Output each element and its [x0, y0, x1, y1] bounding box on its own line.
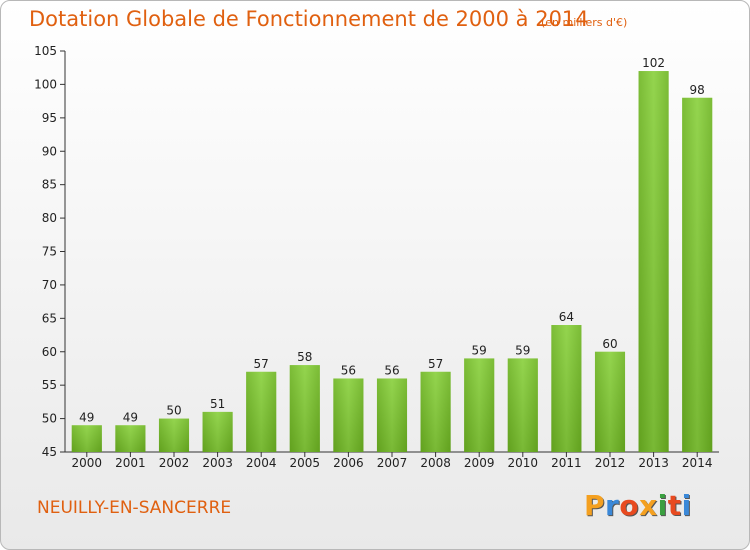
logo-letter: x — [639, 489, 658, 522]
chart-title: Dotation Globale de Fonctionnement de 20… — [29, 7, 589, 31]
axes: 45 50 55 60 65 70 75 80 85 90 95 100 105 2000 2001 2002… — [34, 44, 719, 470]
proxiti-logo: Proxiti — [584, 489, 692, 522]
x-tick-label: 2008 — [420, 456, 451, 470]
data-label: 59 — [515, 343, 530, 357]
bar-shade — [115, 425, 146, 452]
commune-name: NEUILLY-EN-SANCERRE — [37, 498, 232, 518]
y-tick-label: 105 — [34, 44, 57, 58]
x-tick-label: 2003 — [202, 456, 233, 470]
y-tick-label: 85 — [42, 178, 57, 192]
x-tick-label: 2004 — [246, 456, 277, 470]
data-label: 57 — [428, 357, 443, 371]
y-tick-label: 95 — [42, 111, 57, 125]
bar-shade — [594, 351, 626, 452]
x-tick-label: 2006 — [333, 456, 364, 470]
y-tick-label: 70 — [42, 278, 57, 292]
x-tick-label: 2009 — [464, 456, 495, 470]
y-tick-label: 100 — [34, 77, 57, 91]
x-tick-label: 2014 — [682, 456, 713, 470]
bar-shade — [289, 365, 320, 452]
data-label: 49 — [79, 410, 94, 424]
y-tick-label: 75 — [42, 245, 57, 259]
data-label: 59 — [472, 343, 487, 357]
y-tick-label: 65 — [42, 311, 57, 325]
x-tick-label: 2000 — [72, 456, 103, 470]
logo-letter: r — [605, 489, 620, 522]
bar-shade — [638, 71, 669, 453]
x-tick-label: 2001 — [115, 456, 146, 470]
x-tick-label: 2002 — [159, 456, 190, 470]
y-tick-label: 60 — [42, 345, 57, 359]
bar-shade — [507, 358, 538, 452]
bar-shade — [158, 418, 190, 452]
bar-shade — [420, 371, 451, 452]
y-tick-label: 55 — [42, 378, 57, 392]
x-tick-label: 2010 — [508, 456, 539, 470]
data-label: 60 — [602, 337, 617, 351]
chart-subtitle: (en milliers d'€) — [541, 16, 628, 29]
data-label: 98 — [690, 83, 705, 97]
y-tick-label: 45 — [42, 445, 57, 459]
data-label: 51 — [210, 397, 225, 411]
data-label: 50 — [166, 404, 181, 418]
data-label: 56 — [341, 363, 356, 377]
y-tick-label: 90 — [42, 144, 57, 158]
bar-shade — [551, 325, 582, 452]
data-label: 58 — [297, 350, 312, 364]
bar-shade — [246, 371, 277, 452]
y-tick-label: 80 — [42, 211, 57, 225]
data-label: 56 — [384, 363, 399, 377]
bar-shade — [202, 411, 233, 452]
y-tick-label: 50 — [42, 412, 57, 426]
data-label: 49 — [123, 410, 138, 424]
x-tick-label: 2007 — [377, 456, 408, 470]
logo-letter: o — [619, 489, 640, 522]
bar-shade — [376, 378, 408, 452]
bar-shade — [464, 358, 495, 452]
bars: 49 49 50 51 57 58 56 56 57 59 59 64 60 102 98 — [71, 56, 713, 453]
x-tick-label: 2012 — [595, 456, 626, 470]
bar-shade — [682, 97, 713, 453]
logo-letter: i — [657, 489, 668, 522]
data-label: 102 — [642, 56, 665, 70]
bar-shade — [71, 425, 102, 452]
data-label: 57 — [254, 357, 269, 371]
x-tick-label: 2005 — [290, 456, 321, 470]
x-tick-label: 2011 — [551, 456, 582, 470]
logo-letter: i — [681, 489, 692, 522]
x-tick-label: 2013 — [638, 456, 669, 470]
data-label: 64 — [559, 310, 574, 324]
logo-letter: P — [584, 489, 606, 522]
logo-letter: t — [667, 489, 682, 522]
bar-shade — [333, 378, 364, 452]
